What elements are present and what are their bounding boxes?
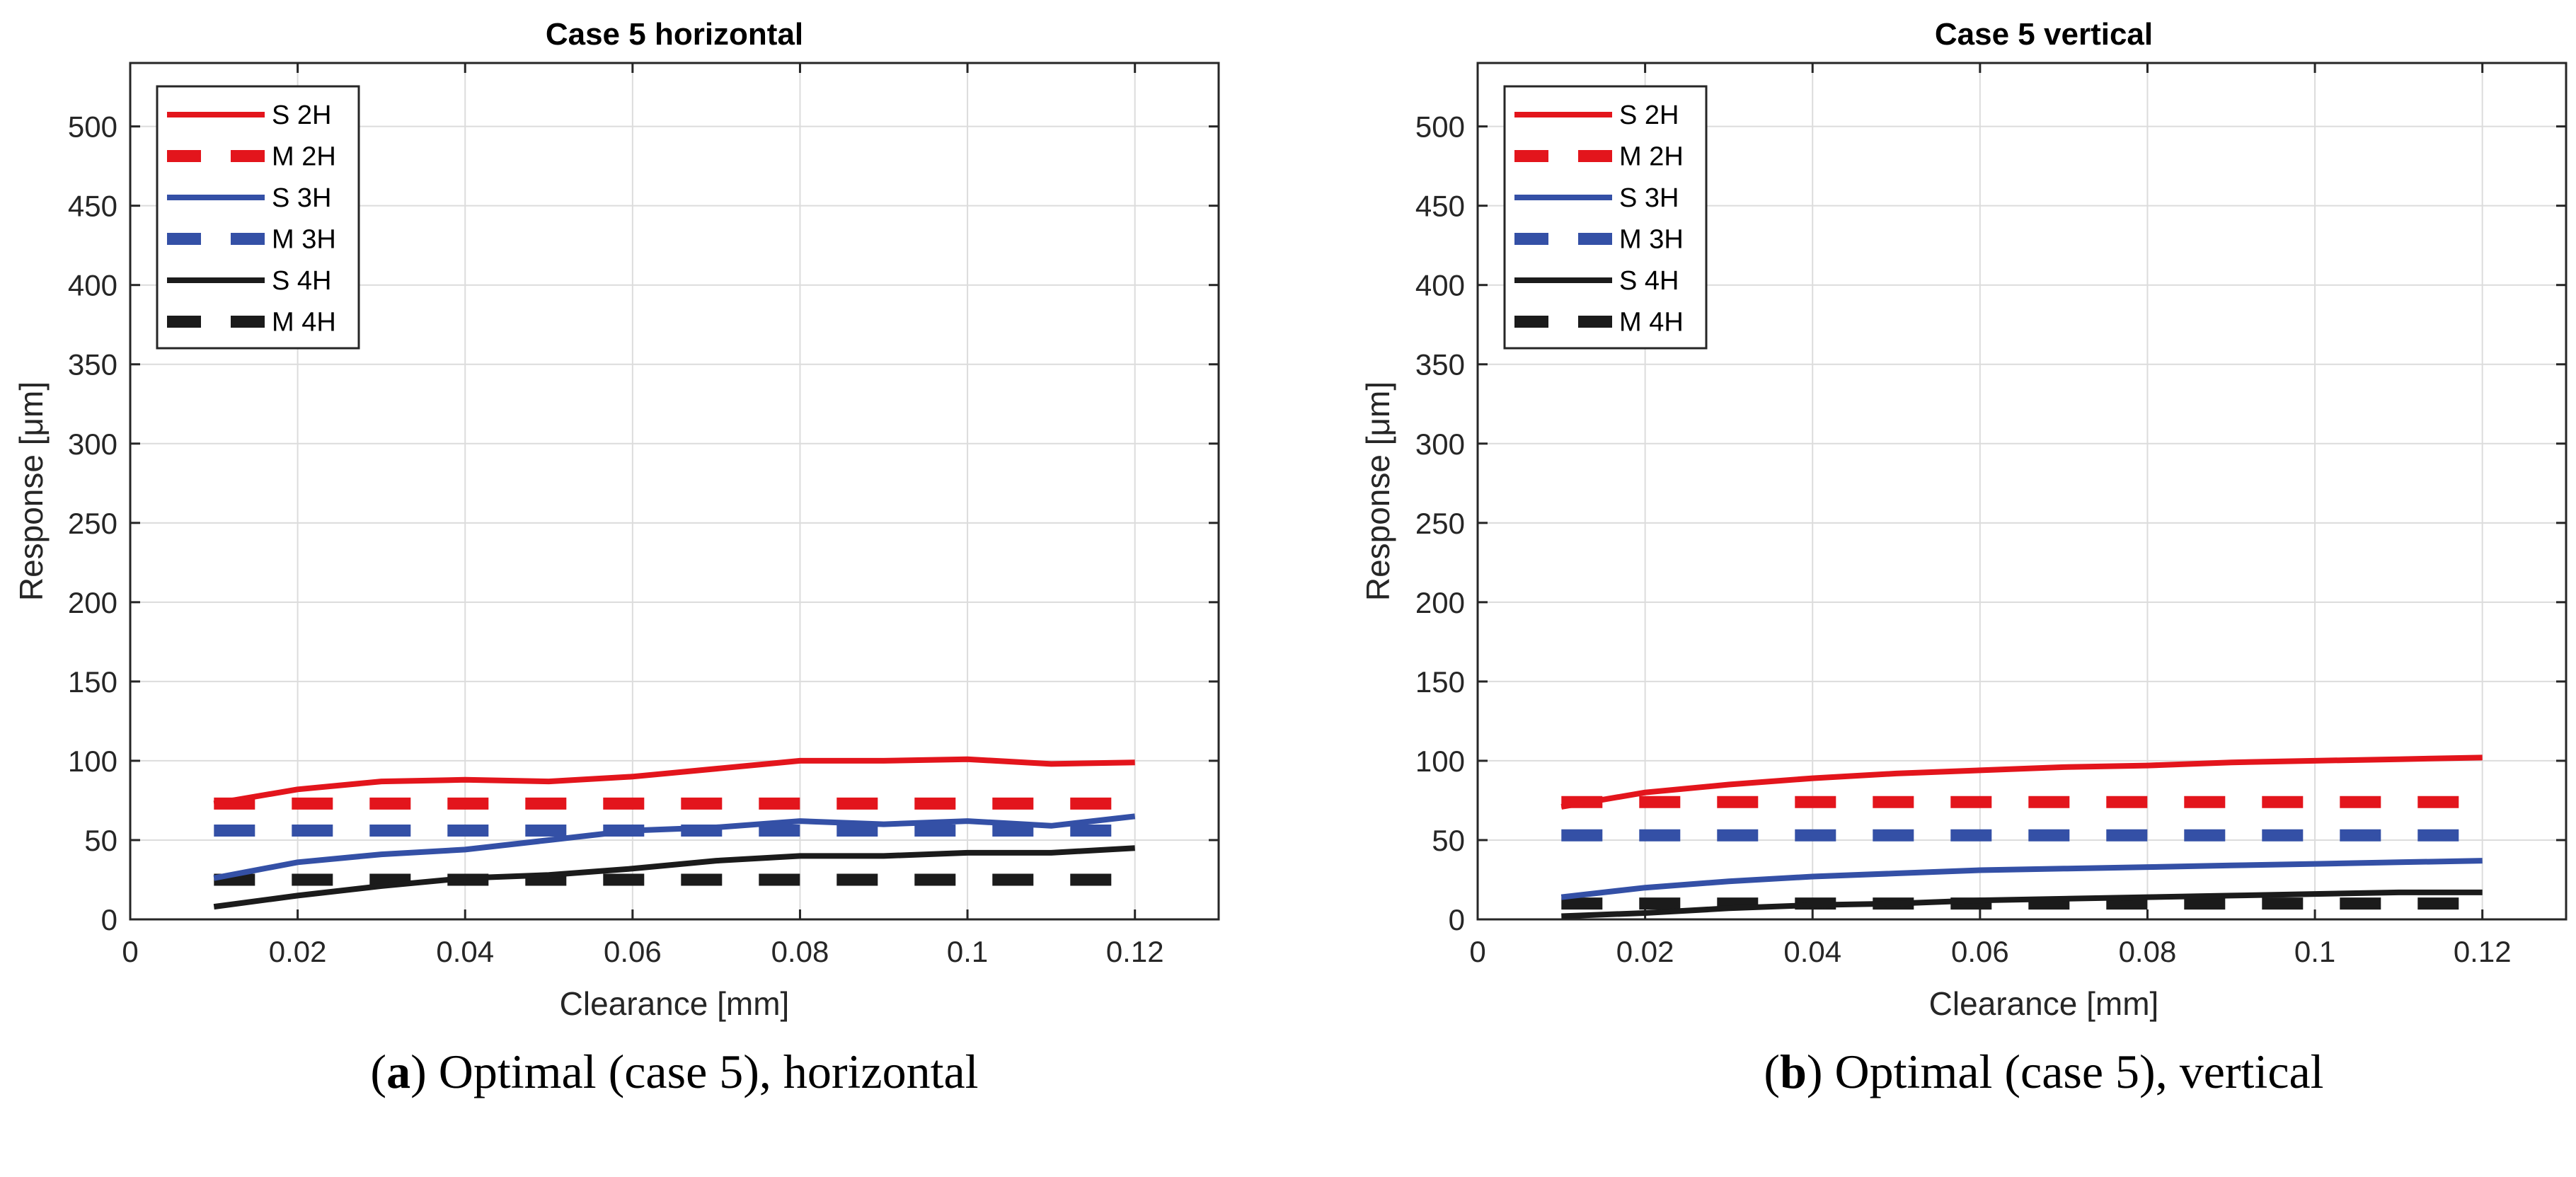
- caption-letter: b: [1780, 1045, 1807, 1098]
- x-tick-label: 0.1: [947, 935, 988, 968]
- y-tick-label: 350: [1415, 348, 1465, 381]
- chart-vertical: Case 5 vertical 0 0.02 0.04 0.06 0.08 0.1 0.12…: [1359, 17, 2568, 1022]
- legend-label: S 3H: [1619, 183, 1679, 213]
- x-tick-label: 0.02: [269, 935, 327, 968]
- x-axis-label: Clearance [mm]: [1929, 985, 2159, 1022]
- y-tick-label: 100: [68, 745, 117, 778]
- legend-box: [156, 85, 360, 350]
- legend-label: S 4H: [1619, 266, 1679, 296]
- y-tick-label: 500: [1415, 110, 1465, 144]
- legend: S 2H M 2H S 3H M 3H S 4H M 4H: [156, 85, 360, 350]
- y-tick-label: 200: [1415, 586, 1465, 619]
- y-tick-label: 350: [68, 348, 117, 381]
- x-axis-label: Clearance [mm]: [560, 985, 790, 1022]
- caption-letter: a: [386, 1045, 410, 1098]
- legend-label: M 2H: [1619, 142, 1684, 172]
- legend-label: S 4H: [272, 266, 331, 296]
- series-line-s-2h: [213, 756, 1135, 807]
- series-line-s-3h: [213, 813, 1136, 881]
- y-tick-label: 150: [1415, 665, 1465, 699]
- y-tick-label: 250: [68, 507, 117, 540]
- caption-text: Optimal (case 5), vertical: [1823, 1045, 2324, 1098]
- x-tick-label: 0.12: [1106, 935, 1164, 968]
- y-tick-label: 200: [68, 586, 117, 619]
- legend-label: S 2H: [1619, 101, 1679, 130]
- legend-label: M 2H: [272, 142, 336, 172]
- y-tick-label: 250: [1415, 507, 1465, 540]
- y-tick-label: 300: [1415, 427, 1465, 461]
- x-tick-label: 0.08: [2119, 935, 2177, 968]
- y-tick-label: 400: [1415, 269, 1465, 302]
- x-tick-label: 0.02: [1616, 935, 1674, 968]
- y-tick-label: 500: [68, 110, 117, 144]
- x-tick-label: 0.06: [1951, 935, 2009, 968]
- x-tick-label: 0.1: [2294, 935, 2335, 968]
- series-line-s-4h: [1561, 889, 2483, 919]
- y-tick-label: 400: [68, 269, 117, 302]
- legend-box: [1503, 85, 1708, 350]
- legend-label: M 3H: [1619, 225, 1684, 255]
- y-axis-label: Response [μm]: [13, 381, 50, 601]
- chart-title: Case 5 vertical: [1935, 17, 2153, 52]
- chart-title: Case 5 horizontal: [546, 17, 803, 52]
- x-tick-label: 0.04: [436, 935, 494, 968]
- legend-label: M 4H: [272, 308, 336, 338]
- caption-a: (a) Optimal (case 5), horizontal: [370, 1045, 978, 1098]
- y-tick-label: 300: [68, 427, 117, 461]
- x-tick-label: 0.04: [1783, 935, 1841, 968]
- x-tick-label: 0: [1469, 935, 1485, 968]
- series-line-s-3h: [1560, 858, 2483, 900]
- plot-frame: [1476, 62, 2568, 921]
- series-line-s-4h: [213, 845, 1135, 910]
- y-tick-label: 450: [68, 190, 117, 223]
- legend: S 2H M 2H S 3H M 3H S 4H M 4H: [1503, 85, 1708, 350]
- x-tick-label: 0.12: [2454, 935, 2512, 968]
- y-axis-label: Response [μm]: [1359, 381, 1396, 601]
- plot-frame: [129, 62, 1220, 921]
- legend-label: M 4H: [1619, 308, 1684, 338]
- legend-label: S 2H: [272, 101, 331, 130]
- caption-b: (b) Optimal (case 5), vertical: [1764, 1045, 2323, 1098]
- legend-label: M 3H: [272, 225, 336, 255]
- series-line-s-2h: [1560, 754, 2483, 810]
- y-tick-label: 0: [1449, 903, 1465, 936]
- caption-text: Optimal (case 5), horizontal: [427, 1045, 979, 1098]
- y-tick-label: 450: [1415, 190, 1465, 223]
- y-tick-label: 50: [84, 824, 117, 857]
- legend-label: S 3H: [272, 183, 331, 213]
- x-tick-label: 0.06: [604, 935, 662, 968]
- y-tick-label: 0: [101, 903, 117, 936]
- chart-horizontal: Case 5 horizontal 0 0.02 0.04 0.06 0.08 0.1 0.…: [13, 17, 1220, 1022]
- x-tick-label: 0.08: [771, 935, 829, 968]
- x-tick-label: 0: [122, 935, 138, 968]
- y-tick-label: 150: [68, 665, 117, 699]
- y-tick-label: 100: [1415, 745, 1465, 778]
- y-tick-label: 50: [1432, 824, 1465, 857]
